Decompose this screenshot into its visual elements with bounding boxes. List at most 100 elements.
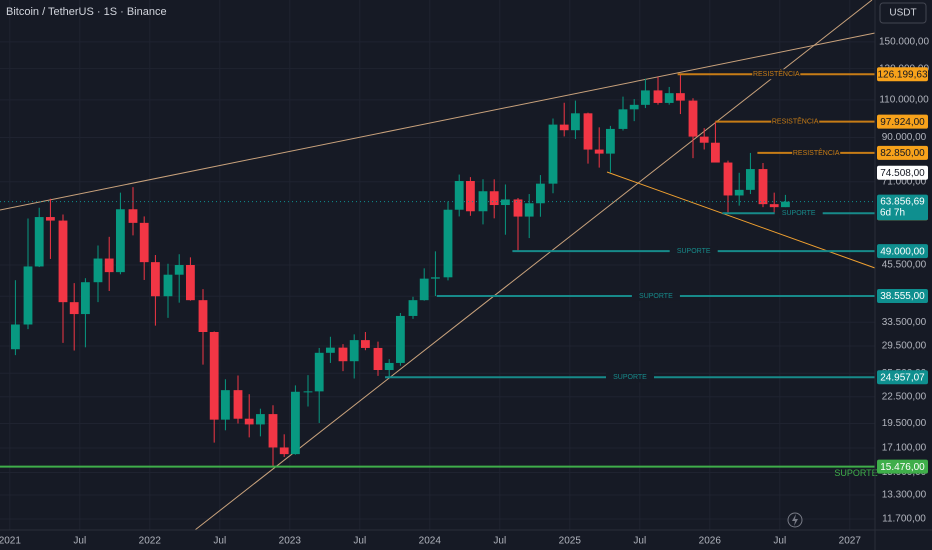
candle-body <box>314 352 324 392</box>
candle-body <box>338 347 348 362</box>
candle-body <box>443 209 453 278</box>
chart-title: Bitcoin / TetherUS · 1S · Binance <box>6 6 167 18</box>
candle-body <box>115 209 125 273</box>
candle-body <box>93 258 103 283</box>
candle-body <box>349 340 359 362</box>
candle-body <box>570 113 580 131</box>
x-tick-label: 2024 <box>419 536 442 547</box>
candle-body <box>290 391 300 455</box>
level-label: 82.850,00 <box>880 148 925 159</box>
currency-button[interactable] <box>879 2 927 24</box>
candle-body <box>688 100 698 137</box>
y-tick-label: 11.700,00 <box>882 514 926 525</box>
level-label: RESISTÊNCIA <box>772 117 819 126</box>
y-tick-label: 150.000,00 <box>879 37 929 48</box>
level-label-bg <box>774 208 823 219</box>
level-label-bg <box>792 147 841 158</box>
candle-body <box>675 93 685 101</box>
candle-body <box>699 136 709 143</box>
candle-body <box>489 191 499 206</box>
level-label: 24.957,07 <box>880 372 925 383</box>
level-label: SUPORTE <box>834 468 877 478</box>
level-box <box>877 145 928 160</box>
x-tick-label: Jul <box>213 536 226 547</box>
candle-body <box>524 203 534 217</box>
lightning-icon[interactable] <box>787 512 803 528</box>
x-tick-label: 2022 <box>139 536 162 547</box>
trend-line <box>194 0 873 531</box>
candle-body <box>535 183 545 204</box>
candle-body <box>745 169 755 190</box>
candle-body <box>209 331 219 420</box>
candle-body <box>325 347 335 353</box>
candle-body <box>640 90 650 105</box>
candle-body <box>500 199 510 206</box>
candle-body <box>80 282 90 315</box>
candle-body <box>559 124 569 131</box>
candle-body <box>664 93 674 103</box>
level-label-bg <box>771 116 820 127</box>
candle-body <box>150 262 160 297</box>
level-box <box>877 67 928 82</box>
y-tick-label: 29.500,00 <box>882 341 927 352</box>
last-price-label: 63.856,69 <box>880 196 925 207</box>
level-label: 126.199,63 <box>877 69 927 80</box>
x-tick-label: Jul <box>633 536 646 547</box>
level-box <box>877 459 928 474</box>
candle-body <box>104 258 114 273</box>
candle-body <box>360 340 370 348</box>
level-label: 49.000,00 <box>880 246 925 257</box>
level-box <box>877 244 928 259</box>
level-label-bg <box>669 246 718 257</box>
currency-label[interactable]: USDT <box>889 8 916 19</box>
level-label: RESISTÊNCIA <box>793 148 840 157</box>
x-tick-label: 2025 <box>559 536 582 547</box>
level-label-bg <box>606 372 654 383</box>
candle-body <box>174 265 184 275</box>
level-label: SUPORTE <box>677 248 711 255</box>
candle-body <box>618 109 628 129</box>
candle-body <box>384 362 394 371</box>
level-box <box>877 114 928 129</box>
level-box <box>877 288 928 303</box>
candle-body <box>419 278 429 301</box>
level-label: RESISTÊNCIA <box>753 69 800 78</box>
y-tick-label: 45.500,00 <box>882 260 927 271</box>
x-tick-label: 2026 <box>699 536 722 547</box>
candle-body <box>198 300 208 332</box>
candle-body <box>605 128 615 154</box>
candle-body <box>758 169 768 205</box>
level-label: 15.476,00 <box>880 462 925 473</box>
candle-body <box>583 113 593 150</box>
candle-body <box>710 142 720 163</box>
plot: RESISTÊNCIA RESISTÊNCIA RESISTÊNCIA SUPORTE… <box>0 69 878 478</box>
candle-body <box>244 418 254 425</box>
candle-body <box>653 90 663 103</box>
candle-body <box>128 209 138 223</box>
countdown-label: 6d 7h <box>880 207 905 218</box>
candle-body <box>513 199 523 217</box>
candle-body <box>629 104 639 110</box>
x-tick-label: 2023 <box>279 536 302 547</box>
x-tick-label: Jul <box>773 536 786 547</box>
candle-body <box>303 391 313 393</box>
axis-marker-box <box>877 165 928 180</box>
y-tick-label: 90.000,00 <box>882 132 927 143</box>
candle-body <box>69 302 79 315</box>
candle-body <box>34 217 44 267</box>
candle-body <box>395 315 405 363</box>
candle-body <box>268 414 278 448</box>
y-tick-label: 17.100,00 <box>882 443 927 454</box>
level-label: SUPORTE <box>613 374 647 381</box>
x-tick-label: Jul <box>353 536 366 547</box>
candle-body <box>408 300 418 316</box>
trend-line <box>0 32 876 211</box>
candle-body <box>255 414 265 425</box>
candle-body <box>185 265 195 301</box>
candle-body <box>233 390 243 419</box>
y-tick-label: 71.000,00 <box>882 176 927 187</box>
candle-body <box>58 220 68 303</box>
candle-body <box>220 390 230 420</box>
